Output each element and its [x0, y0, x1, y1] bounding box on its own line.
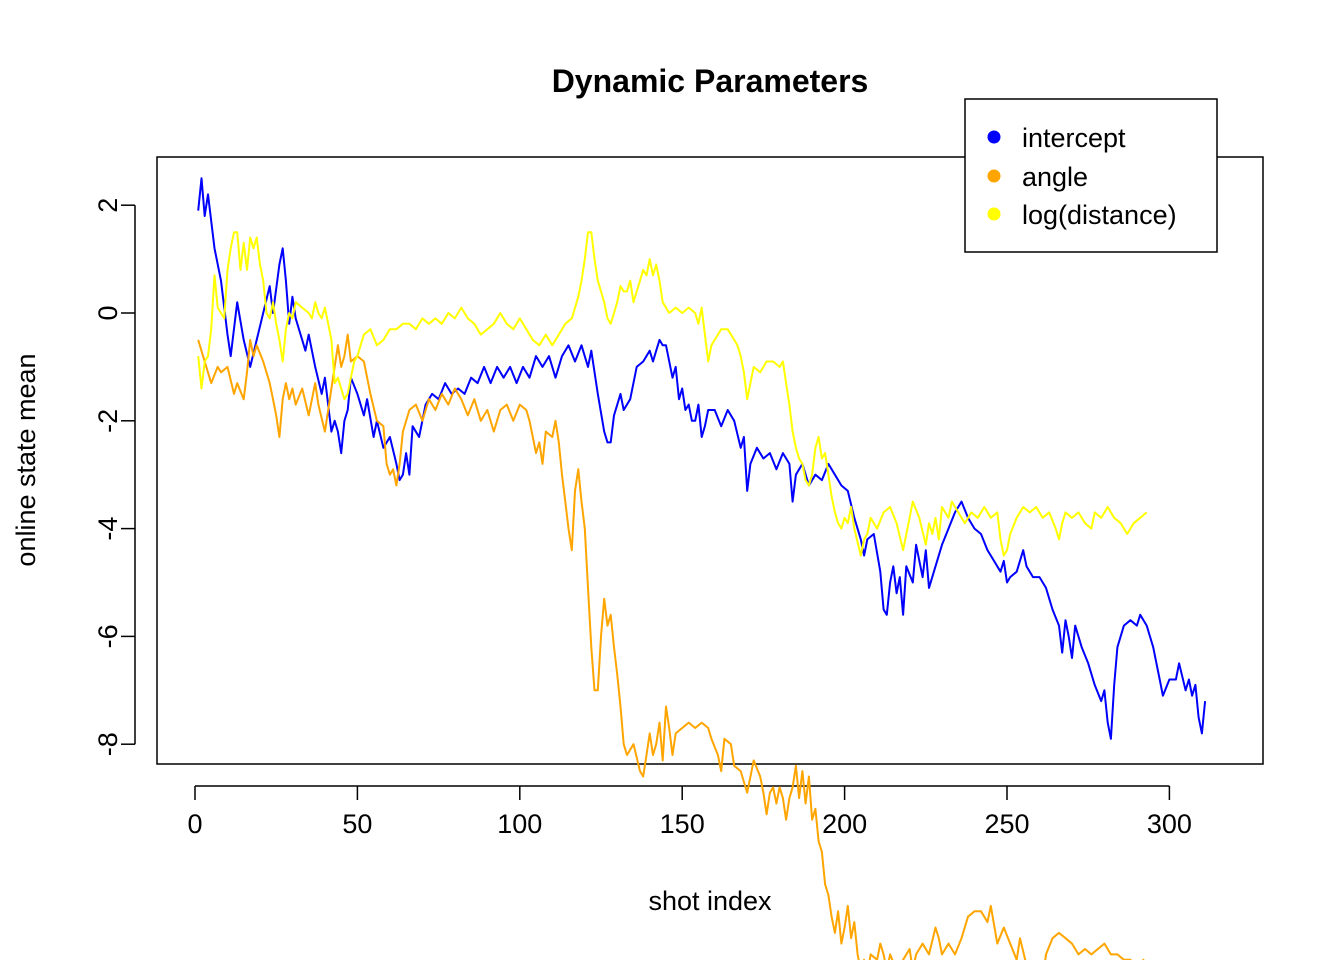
x-tick-label: 250 — [984, 809, 1029, 839]
y-tick-label: 2 — [93, 198, 123, 213]
x-axis: 0 50 100 150 200 250 300 — [187, 785, 1192, 839]
series-layer — [197, 177, 1207, 960]
y-tick-label: 0 — [93, 305, 123, 320]
y-tick-label: -6 — [93, 624, 123, 648]
y-axis: -8 -6 -4 -2 0 2 — [93, 198, 136, 756]
x-tick-label: 300 — [1147, 809, 1192, 839]
legend-label-log-distance: log(distance) — [1022, 200, 1177, 230]
series-line-intercept — [197, 177, 1207, 740]
x-axis-label: shot index — [648, 886, 772, 916]
x-tick-label: 200 — [822, 809, 867, 839]
legend-label-intercept: intercept — [1022, 123, 1126, 153]
plot-area-frame — [156, 156, 1264, 765]
y-tick-label: -4 — [93, 517, 123, 541]
x-tick-label: 0 — [187, 809, 202, 839]
y-axis-label: online state mean — [11, 353, 41, 566]
legend-marker-angle — [987, 169, 1001, 183]
series-line-angle — [197, 333, 1145, 960]
series-line-log-distance — [197, 231, 1148, 557]
legend-label-angle: angle — [1022, 162, 1088, 192]
x-tick-label: 100 — [497, 809, 542, 839]
y-tick-label: -8 — [93, 732, 123, 756]
chart-title: Dynamic Parameters — [552, 63, 869, 99]
y-tick-label: -2 — [93, 409, 123, 433]
legend-box — [964, 98, 1218, 253]
x-tick-label: 50 — [342, 809, 372, 839]
legend: intercept angle log(distance) — [964, 98, 1218, 253]
legend-marker-log-distance — [987, 207, 1001, 221]
x-tick-label: 150 — [660, 809, 705, 839]
legend-marker-intercept — [987, 130, 1001, 144]
